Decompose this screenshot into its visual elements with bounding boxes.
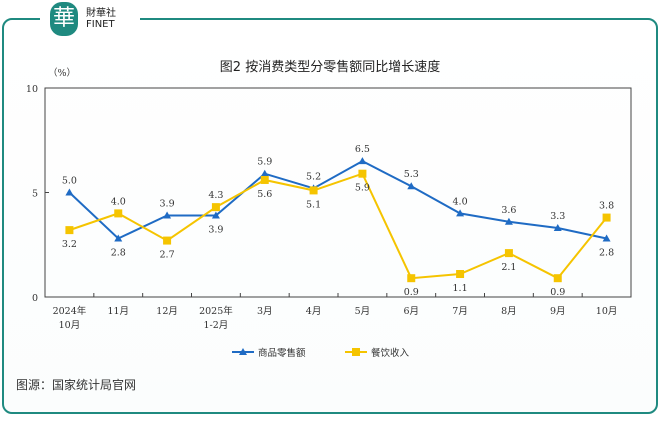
legend-marker-square [352,348,360,356]
legend-label: 商品零售额 [258,347,306,359]
brand-name-en: FINET [86,19,115,30]
data-point-catering [211,203,220,212]
data-point-goods [358,157,367,165]
x-tick-label: 10月 [596,306,618,317]
data-point-goods [456,209,465,217]
data-label: 5.1 [306,199,321,210]
data-point-goods [504,217,513,225]
data-label: 6.5 [355,144,370,155]
data-label: 3.2 [62,239,77,250]
x-tick-label: 1-2月 [204,320,229,331]
data-label: 3.6 [501,205,516,216]
source-note: 图源：国家统计局官网 [16,378,137,392]
data-label: 2.8 [111,247,126,258]
data-point-goods [553,224,562,232]
x-tick-label: 2024年 [53,305,87,317]
data-point-catering [114,209,123,218]
data-point-catering [65,226,74,235]
legend-label: 餐饮收入 [371,347,410,359]
data-label: 4.3 [208,190,223,201]
y-tick-label: 0 [32,293,38,304]
data-label: 1.1 [453,283,468,294]
data-point-goods [163,211,172,219]
data-label: 4.0 [111,196,126,207]
x-tick-label: 8月 [501,306,517,317]
brand-name: 財華社 FINET [86,8,116,30]
x-tick-label: 12月 [156,306,178,317]
data-point-goods [602,234,611,242]
data-label: 2.8 [599,247,614,258]
data-point-catering [358,169,367,178]
plot-area [44,87,632,298]
data-label: 5.2 [306,171,321,182]
x-tick-label: 10月 [59,320,81,331]
data-label: 5.9 [257,157,272,168]
x-tick-label: 7月 [452,306,468,317]
legend-marker-triangle [239,348,247,355]
data-label: 5.9 [355,183,370,194]
data-label: 4.0 [453,196,468,207]
x-tick-label: 6月 [403,306,419,317]
data-label: 3.3 [550,211,565,222]
y-tick-label: 10 [26,84,38,95]
data-point-goods [65,188,74,196]
y-tick-label: 5 [32,189,38,200]
data-point-goods [114,234,123,242]
data-label: 5.6 [257,189,272,200]
data-point-catering [163,236,172,245]
x-tick-label: 4月 [306,306,322,317]
data-label: 0.9 [404,287,419,298]
data-label: 2.1 [501,262,516,273]
data-label: 2.7 [160,250,175,261]
data-point-catering [260,175,269,184]
x-tick-label: 2025年 [199,305,233,317]
x-tick-label: 5月 [355,306,371,317]
data-point-goods [211,211,220,219]
series-line-0 [68,160,607,240]
x-tick-label: 11月 [107,306,129,317]
data-point-goods [407,182,416,190]
data-label: 5.0 [62,176,77,187]
x-tick-label: 9月 [550,306,566,317]
x-tick-label: 3月 [257,306,273,317]
brand-name-cn: 財華社 [86,8,116,19]
data-point-catering [553,274,562,283]
data-point-catering [504,249,513,258]
data-label: 3.8 [599,201,614,212]
data-label: 3.9 [208,224,223,235]
finet-logo: 華 [50,2,78,36]
data-point-catering [602,213,611,222]
data-point-catering [456,270,465,279]
chart-title: 图2 按消费类型分零售额同比增长速度 [219,60,441,75]
data-point-catering [309,186,318,195]
data-label: 3.9 [160,198,175,209]
series-line-1 [69,172,608,280]
y-axis-label: （%） [48,67,76,79]
data-point-catering [407,274,416,283]
data-label: 5.3 [404,169,419,180]
data-point-goods [260,169,269,177]
data-label: 0.9 [550,287,565,298]
